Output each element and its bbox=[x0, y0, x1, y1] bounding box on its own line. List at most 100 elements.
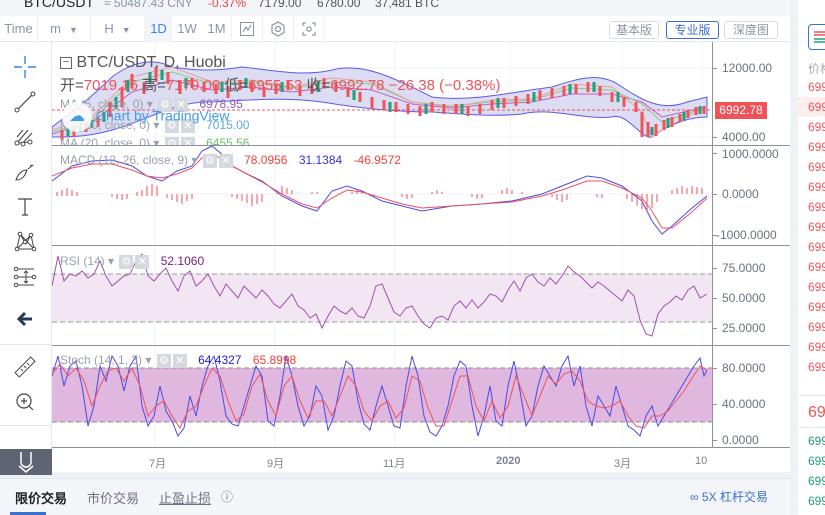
ask-row[interactable]: 699 bbox=[808, 100, 825, 114]
close-icon[interactable]: ✕ bbox=[174, 97, 189, 112]
pane-divider[interactable] bbox=[52, 245, 790, 246]
brush-tool[interactable] bbox=[10, 157, 40, 187]
price-column-header: 价格 bbox=[808, 62, 825, 76]
order-book-view-button[interactable] bbox=[808, 24, 825, 50]
depth-chart-button[interactable]: 深度图 bbox=[724, 21, 778, 39]
hour-select[interactable]: H ▼ bbox=[91, 16, 145, 42]
ask-row[interactable]: 699 bbox=[808, 360, 825, 374]
tradingview-watermark[interactable]: ☁ Chart by TradingView bbox=[62, 102, 229, 132]
bid-row[interactable]: 699 bbox=[808, 434, 825, 448]
tab-market-order[interactable]: 市价交易 bbox=[87, 491, 140, 506]
time-label: Time bbox=[0, 16, 38, 42]
ask-row[interactable]: 699 bbox=[808, 80, 825, 94]
ask-row[interactable]: 699 bbox=[808, 160, 825, 174]
mid-price: 699 bbox=[808, 404, 825, 421]
text-tool[interactable] bbox=[10, 192, 40, 222]
bid-row[interactable]: 699 bbox=[808, 494, 825, 508]
settings-icon[interactable]: ⚙ bbox=[202, 153, 217, 168]
close-icon[interactable]: ✕ bbox=[180, 136, 195, 145]
ask-row[interactable]: 699 bbox=[808, 300, 825, 314]
close-icon[interactable]: ✕ bbox=[218, 153, 233, 168]
minute-select-value: m bbox=[50, 21, 61, 36]
version-pro-button[interactable]: 专业版 bbox=[666, 21, 719, 39]
ask-row[interactable]: 699 bbox=[808, 240, 825, 254]
indicators-icon bbox=[271, 21, 285, 37]
leverage-icon: ∞ bbox=[690, 490, 699, 504]
tab-stop-order[interactable]: 止盈止损 bbox=[159, 491, 212, 506]
chevron-down-icon: ▼ bbox=[121, 25, 131, 35]
pattern-icon bbox=[14, 231, 37, 252]
pattern-tool[interactable] bbox=[10, 227, 40, 257]
pitchfork-tool[interactable] bbox=[10, 122, 40, 152]
chevron-down-icon[interactable]: ▾ bbox=[146, 97, 157, 111]
settings-icon[interactable]: ⚙ bbox=[156, 353, 171, 368]
text-icon bbox=[18, 198, 32, 216]
ask-row[interactable]: 699 bbox=[808, 280, 825, 294]
indicators-button[interactable] bbox=[263, 16, 294, 42]
pane-divider[interactable] bbox=[52, 345, 790, 346]
interval-1w[interactable]: 1W bbox=[177, 21, 197, 36]
magnet-icon bbox=[18, 452, 34, 473]
close-icon[interactable]: ✕ bbox=[180, 118, 195, 133]
ask-row[interactable]: 699 bbox=[808, 140, 825, 154]
chart-type-button[interactable] bbox=[232, 16, 263, 42]
pane-divider[interactable] bbox=[52, 145, 790, 146]
tab-limit-order[interactable]: 限价交易 bbox=[15, 491, 68, 506]
stoch-label: Stoch (14, 1, 3) bbox=[60, 353, 143, 367]
ask-row[interactable]: 699 bbox=[808, 200, 825, 214]
chevron-down-icon[interactable]: ▾ bbox=[108, 254, 118, 268]
high-24h: 7179.00 bbox=[258, 0, 302, 10]
y-label: 1000.0000 bbox=[722, 147, 779, 161]
chevron-down-icon[interactable]: ▾ bbox=[145, 353, 155, 367]
chevron-down-icon: ▼ bbox=[68, 25, 78, 35]
bid-row[interactable]: 699 bbox=[808, 454, 825, 468]
measure-tool[interactable] bbox=[10, 262, 40, 292]
chevron-down-icon[interactable]: ▾ bbox=[153, 118, 163, 132]
collapse-icon[interactable]: − bbox=[60, 56, 72, 69]
ask-row[interactable]: 699 bbox=[808, 320, 825, 334]
ruler-icon bbox=[14, 356, 36, 378]
symbol-title: BTC/USDT, D, Huobi bbox=[76, 54, 226, 71]
info-icon[interactable]: ⓘ bbox=[221, 490, 234, 504]
ask-row[interactable]: 699 bbox=[808, 220, 825, 234]
zoom-in-tool[interactable] bbox=[10, 387, 40, 417]
trendline-tool[interactable] bbox=[10, 87, 40, 117]
settings-icon[interactable]: ⚙ bbox=[158, 97, 173, 112]
ask-row[interactable]: 699 bbox=[808, 260, 825, 274]
crosshair-tool[interactable] bbox=[10, 52, 40, 82]
cny-price: ≈ 50487.43 CNY bbox=[104, 0, 193, 10]
chevron-down-icon[interactable]: ▾ bbox=[191, 153, 201, 167]
trendline-icon bbox=[14, 91, 36, 113]
y-label: 25.0000 bbox=[722, 321, 766, 335]
rsi-label: RSI (14) bbox=[60, 254, 105, 268]
interval-1d[interactable]: 1D bbox=[145, 16, 172, 42]
ask-row[interactable]: 699 bbox=[808, 120, 825, 134]
y-label: -1000.0000 bbox=[716, 228, 777, 242]
settings-icon[interactable]: ⚙ bbox=[164, 136, 179, 145]
ask-row[interactable]: 699 bbox=[808, 180, 825, 194]
minute-select[interactable]: m ▼ bbox=[38, 16, 91, 42]
ruler-tool[interactable] bbox=[10, 352, 40, 382]
ask-row[interactable]: 699 bbox=[808, 340, 825, 354]
version-basic-button[interactable]: 基本版 bbox=[609, 21, 659, 39]
change-pct: -0.37% bbox=[208, 0, 247, 10]
chevron-down-icon[interactable]: ▾ bbox=[153, 136, 163, 145]
close-icon[interactable]: ✕ bbox=[135, 254, 150, 269]
close-icon[interactable]: ✕ bbox=[172, 353, 187, 368]
leverage-link[interactable]: ∞ 5X 杠杆交易 bbox=[690, 488, 768, 505]
settings-icon[interactable]: ⚙ bbox=[119, 254, 134, 269]
time-axis[interactable]: 7月 9月 11月 2020 3月 10 bbox=[52, 447, 790, 472]
chart-area[interactable]: − BTC/USDT, D, Huobi 开=7019.16 高=7179.00… bbox=[52, 42, 790, 472]
back-button[interactable] bbox=[10, 304, 40, 334]
ma10-value: 7015.00 bbox=[206, 118, 250, 132]
y-label: 12000.00 bbox=[722, 61, 773, 75]
bid-row[interactable]: 699 bbox=[808, 474, 825, 488]
screenshot-button[interactable] bbox=[294, 16, 325, 42]
tradingview-logo-icon: ☁ bbox=[62, 102, 92, 132]
last-price-tag: 6992.78 bbox=[715, 102, 767, 119]
brush-icon bbox=[15, 164, 34, 181]
macd-legend: MACD (12, 26, close, 9) ▾ ⚙ ✕ 78.0956 31.… bbox=[60, 153, 401, 168]
magnet-button[interactable] bbox=[0, 449, 52, 475]
settings-icon[interactable]: ⚙ bbox=[164, 118, 179, 133]
interval-1m[interactable]: 1M bbox=[202, 16, 232, 42]
